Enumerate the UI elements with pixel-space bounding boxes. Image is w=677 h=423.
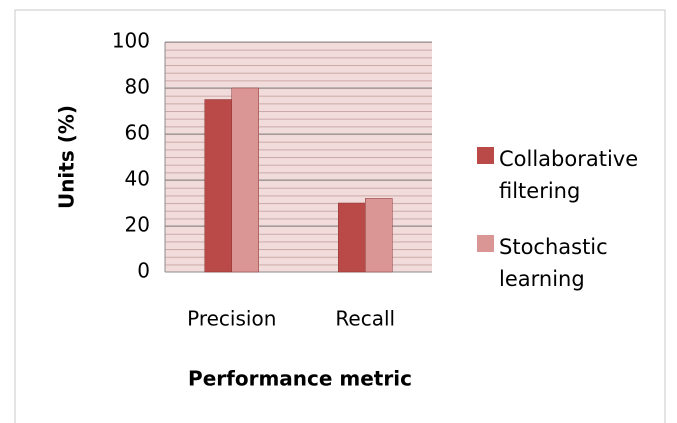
y-tick-label: 100 — [112, 29, 150, 53]
y-tick-label: 40 — [125, 167, 150, 191]
x-tick-label: Recall — [335, 307, 395, 331]
legend-swatch — [477, 147, 494, 164]
bar — [231, 87, 259, 273]
bar — [365, 198, 393, 273]
y-axis-label: Units (%) — [55, 105, 79, 209]
legend-label: Collaborative filtering — [499, 147, 639, 203]
legend-swatch — [477, 235, 494, 252]
bar — [204, 99, 232, 273]
x-axis-label: Performance metric — [188, 367, 412, 391]
y-tick-label: 80 — [125, 75, 150, 99]
bar — [338, 202, 366, 273]
y-tick-label: 0 — [137, 259, 150, 283]
legend-label: Stochastic learning — [499, 235, 608, 291]
x-tick-label: Precision — [187, 307, 276, 331]
frame — [14, 9, 666, 423]
y-tick-label: 20 — [125, 213, 150, 237]
y-tick-label: 60 — [125, 121, 150, 145]
